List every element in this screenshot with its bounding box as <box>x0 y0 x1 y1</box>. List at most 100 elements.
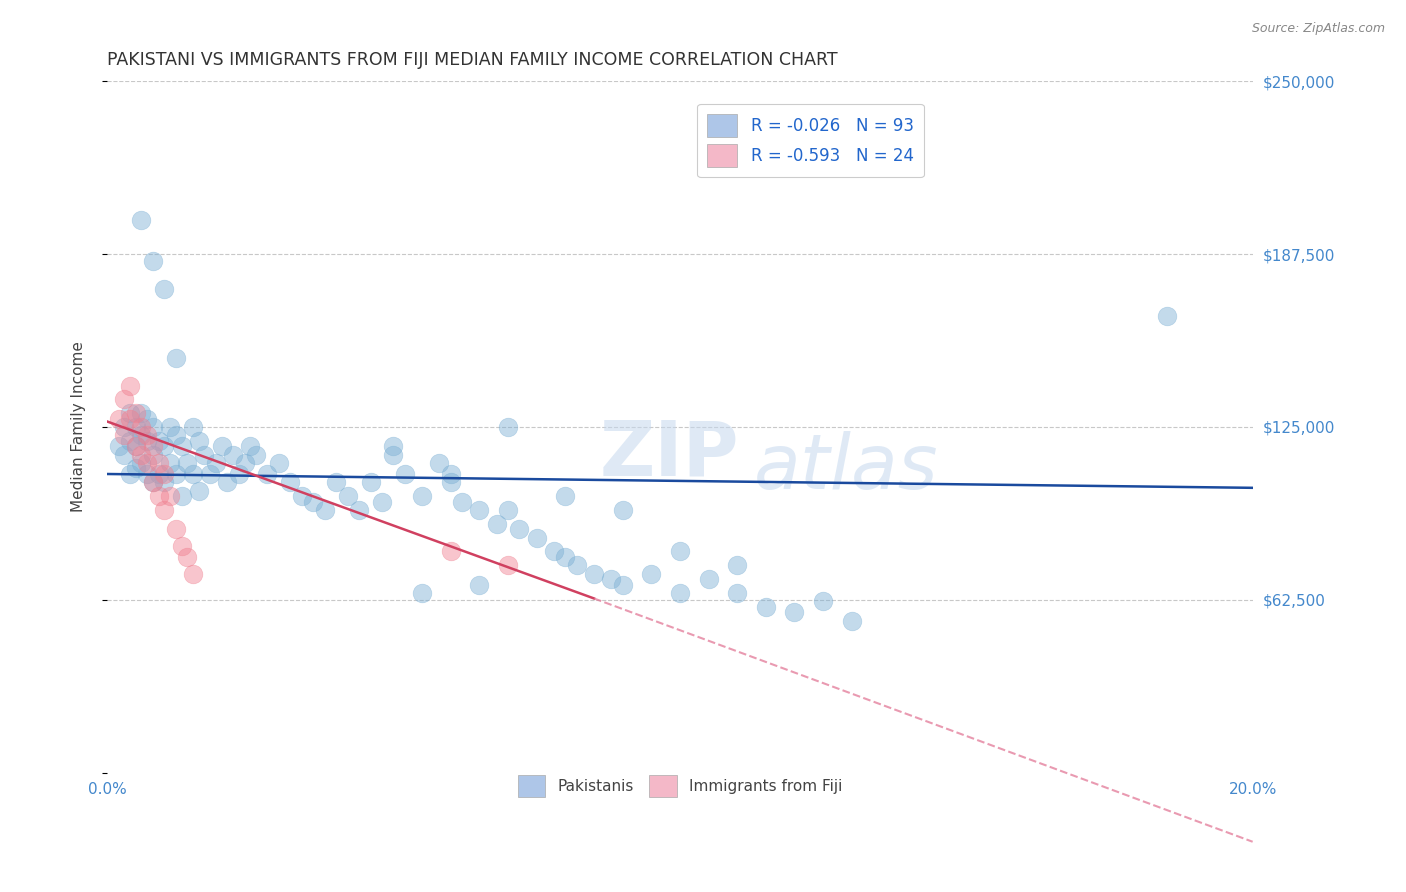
Point <box>600 572 623 586</box>
Point <box>131 428 153 442</box>
Point <box>131 406 153 420</box>
Point <box>181 420 204 434</box>
Point <box>233 456 256 470</box>
Point <box>382 439 405 453</box>
Point <box>314 503 336 517</box>
Point <box>411 489 433 503</box>
Point <box>640 566 662 581</box>
Point <box>107 439 129 453</box>
Point <box>783 605 806 619</box>
Point <box>142 254 165 268</box>
Point <box>1156 310 1178 324</box>
Point <box>125 439 148 453</box>
Point <box>118 411 141 425</box>
Point <box>131 456 153 470</box>
Point <box>131 420 153 434</box>
Point <box>697 572 720 586</box>
Point <box>142 475 165 490</box>
Point <box>181 467 204 481</box>
Point <box>170 439 193 453</box>
Point <box>554 489 576 503</box>
Point <box>725 558 748 573</box>
Point <box>198 467 221 481</box>
Point <box>543 544 565 558</box>
Point <box>440 544 463 558</box>
Point <box>193 448 215 462</box>
Point <box>302 494 325 508</box>
Point <box>170 539 193 553</box>
Point <box>612 577 634 591</box>
Point <box>669 586 692 600</box>
Point <box>112 420 135 434</box>
Point <box>165 351 187 365</box>
Y-axis label: Median Family Income: Median Family Income <box>72 342 86 512</box>
Point <box>159 420 181 434</box>
Point <box>440 467 463 481</box>
Point <box>468 503 491 517</box>
Text: PAKISTANI VS IMMIGRANTS FROM FIJI MEDIAN FAMILY INCOME CORRELATION CHART: PAKISTANI VS IMMIGRANTS FROM FIJI MEDIAN… <box>107 51 838 69</box>
Point <box>131 212 153 227</box>
Point <box>211 439 233 453</box>
Point <box>142 475 165 490</box>
Point <box>148 489 170 503</box>
Point <box>148 456 170 470</box>
Point <box>112 428 135 442</box>
Text: ZIP: ZIP <box>600 417 740 491</box>
Point <box>176 456 198 470</box>
Point <box>153 439 176 453</box>
Point <box>468 577 491 591</box>
Point <box>148 434 170 448</box>
Point <box>347 503 370 517</box>
Point <box>325 475 347 490</box>
Point <box>142 439 165 453</box>
Point <box>222 448 245 462</box>
Point <box>394 467 416 481</box>
Point <box>118 378 141 392</box>
Point <box>125 420 148 434</box>
Point <box>112 392 135 407</box>
Point <box>125 406 148 420</box>
Point <box>159 489 181 503</box>
Point <box>371 494 394 508</box>
Point <box>239 439 262 453</box>
Point <box>280 475 302 490</box>
Point <box>136 467 159 481</box>
Point <box>565 558 588 573</box>
Point <box>256 467 278 481</box>
Point <box>336 489 359 503</box>
Point <box>112 448 135 462</box>
Point <box>118 467 141 481</box>
Point <box>360 475 382 490</box>
Point <box>554 549 576 564</box>
Point <box>118 406 141 420</box>
Point <box>165 522 187 536</box>
Point <box>142 448 165 462</box>
Point <box>142 420 165 434</box>
Legend: Pakistanis, Immigrants from Fiji: Pakistanis, Immigrants from Fiji <box>512 769 848 803</box>
Point <box>496 558 519 573</box>
Point <box>411 586 433 600</box>
Point <box>131 448 153 462</box>
Point <box>159 456 181 470</box>
Point <box>440 475 463 490</box>
Point <box>427 456 450 470</box>
Point <box>755 599 778 614</box>
Point <box>811 594 834 608</box>
Point <box>508 522 530 536</box>
Point <box>228 467 250 481</box>
Point <box>136 434 159 448</box>
Point <box>267 456 290 470</box>
Point <box>153 503 176 517</box>
Point <box>136 411 159 425</box>
Point <box>841 614 863 628</box>
Point <box>669 544 692 558</box>
Point <box>136 456 159 470</box>
Point <box>170 489 193 503</box>
Point <box>526 531 548 545</box>
Point <box>582 566 605 581</box>
Text: Source: ZipAtlas.com: Source: ZipAtlas.com <box>1251 22 1385 36</box>
Point <box>107 411 129 425</box>
Point <box>118 434 141 448</box>
Point <box>165 428 187 442</box>
Point <box>451 494 474 508</box>
